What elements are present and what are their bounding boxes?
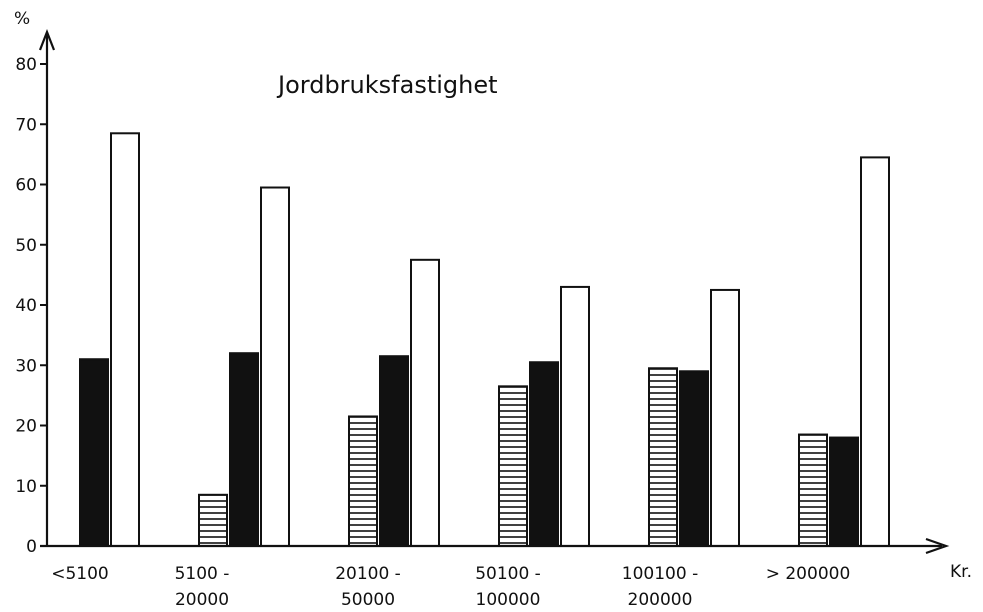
x-axis-unit-label: Kr.	[950, 562, 972, 582]
x-category-label: 20100 -	[335, 564, 401, 584]
x-category-label: 50100 -	[475, 564, 541, 584]
x-category-label: 20000	[175, 590, 229, 610]
x-category-label: 100100 -	[622, 564, 698, 584]
y-tick-label: 40	[15, 296, 37, 316]
y-axis-ticks: 0 10 20 30 40 50 60 70 80	[15, 55, 47, 557]
y-tick-label: 0	[26, 537, 37, 557]
y-tick-label: 70	[15, 115, 37, 135]
y-tick-label: 30	[15, 356, 37, 376]
bar-horizontal-hatch-4	[648, 367, 678, 548]
bar-horizontal-hatch-1	[198, 493, 228, 548]
bar-solid-black-3	[529, 361, 559, 547]
y-tick-label: 80	[15, 55, 37, 75]
x-category-label: 100000	[476, 590, 541, 610]
bar-white-5	[860, 156, 890, 547]
x-axis-arrowhead	[925, 537, 950, 555]
x-axis-category-labels: <5100 5100 - 20000 20100 - 50000 50100 - 10000…	[51, 564, 850, 610]
bar-horizontal-hatch-3	[498, 385, 528, 547]
bar-white-1	[260, 186, 290, 547]
y-tick-label: 60	[15, 176, 37, 196]
bars	[79, 132, 890, 548]
x-category-label: 5100 -	[175, 564, 230, 584]
y-axis-unit-label: %	[14, 9, 30, 29]
bar-horizontal-hatch-5	[798, 433, 828, 548]
bar-horizontal-hatch-2	[348, 415, 378, 547]
y-tick-label: 10	[15, 477, 37, 497]
x-category-label: > 200000	[766, 564, 851, 584]
bar-solid-black-4	[679, 370, 709, 547]
bar-solid-black-2	[379, 355, 409, 547]
bar-white-2	[410, 258, 440, 547]
bar-solid-black-0	[79, 358, 109, 547]
y-tick-label: 50	[15, 236, 37, 256]
bar-solid-black-1	[229, 352, 259, 548]
x-category-label: 200000	[628, 590, 693, 610]
y-axis-arrowhead	[38, 28, 56, 51]
bar-white-0	[110, 132, 140, 547]
bar-solid-black-5	[829, 436, 859, 547]
bar-white-3	[560, 285, 590, 547]
y-tick-label: 20	[15, 417, 37, 437]
chart-title: Jordbruksfastighet	[276, 71, 498, 99]
bar-white-4	[710, 288, 740, 547]
x-category-label: <5100	[51, 564, 109, 584]
x-category-label: 50000	[341, 590, 395, 610]
